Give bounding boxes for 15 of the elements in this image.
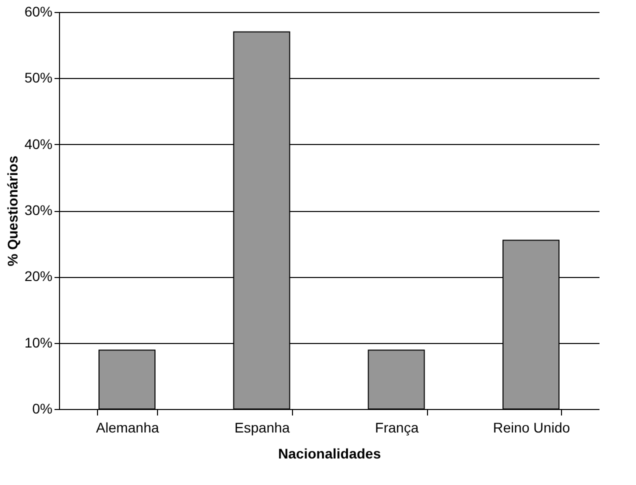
y-tick-label: 60% <box>24 4 52 20</box>
y-tick-label: 30% <box>24 202 52 218</box>
x-tick-label: Reino Unido <box>492 420 570 436</box>
y-tick-label: 10% <box>24 334 52 350</box>
y-tick-label: 50% <box>24 70 52 86</box>
y-tick-label: 0% <box>32 400 52 416</box>
x-axis-title: Nacionalidades <box>278 446 382 462</box>
y-axis-title: % Questionários <box>4 156 20 266</box>
x-tick-label: Espanha <box>234 420 290 436</box>
y-tick-label: 40% <box>24 136 52 152</box>
bar <box>368 350 425 410</box>
x-tick-label: França <box>375 420 419 436</box>
y-tick-label: 20% <box>24 268 52 284</box>
bar <box>98 350 156 410</box>
x-tick-label: Alemanha <box>96 420 160 436</box>
